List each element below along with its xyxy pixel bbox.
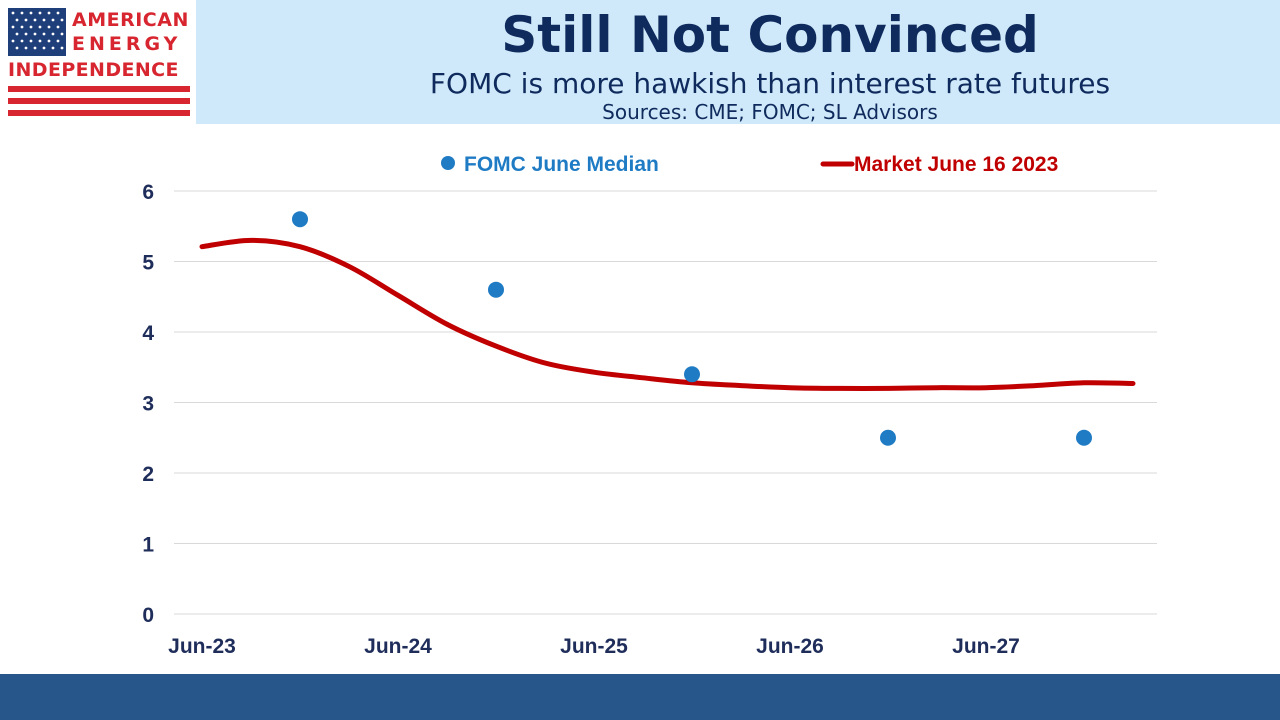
- gridlines: [174, 190, 1157, 615]
- y-tick-label: 2: [142, 463, 154, 486]
- y-axis-ticks: 0 1 2 3 4 5 6: [142, 181, 154, 627]
- footer-band: [0, 674, 1280, 720]
- page-title: Still Not Convinced: [501, 6, 1039, 64]
- logo-line-2: ENERGY: [72, 33, 182, 55]
- x-tick-label: Jun-26: [756, 635, 824, 658]
- legend-marker-fomc: [441, 156, 455, 170]
- y-tick-label: 1: [142, 534, 154, 557]
- logo-line-3: INDEPENDENCE: [8, 59, 179, 81]
- fomc-median-point: [292, 211, 308, 228]
- us-flag-icon: [8, 8, 66, 56]
- fomc-median-point: [488, 281, 504, 298]
- legend: FOMC June Median Market June 16 2023: [441, 153, 1058, 176]
- x-tick-label: Jun-23: [168, 635, 236, 658]
- y-tick-label: 0: [142, 604, 154, 627]
- page-subtitle: FOMC is more hawkish than interest rate …: [429, 67, 1111, 100]
- x-tick-label: Jun-27: [952, 635, 1020, 658]
- market-series-line: [199, 237, 1136, 391]
- fomc-median-point: [1076, 429, 1092, 446]
- x-tick-label: Jun-24: [364, 635, 432, 658]
- x-axis-ticks: Jun-23 Jun-24 Jun-25 Jun-26 Jun-27: [168, 635, 1020, 658]
- y-tick-label: 4: [142, 322, 154, 345]
- y-tick-label: 5: [142, 252, 154, 275]
- logo-line-1: AMERICAN: [72, 9, 189, 31]
- fomc-median-point: [684, 366, 700, 383]
- legend-label-fomc: FOMC June Median: [464, 153, 659, 176]
- rates-chart: 0 1 2 3 4 5 6 Jun-23 Jun-24 Jun-25 Jun-26 Jun-27 F…: [142, 153, 1157, 658]
- y-tick-label: 6: [142, 181, 154, 204]
- legend-label-market: Market June 16 2023: [854, 153, 1058, 176]
- header-band: [0, 0, 1280, 124]
- sources-note: Sources: CME; FOMC; SL Advisors: [602, 100, 938, 124]
- y-tick-label: 3: [142, 393, 154, 416]
- x-tick-label: Jun-25: [560, 635, 628, 658]
- fomc-median-point: [880, 429, 896, 446]
- logo-stripes: [8, 86, 190, 116]
- logo: AMERICAN ENERGY INDEPENDENCE: [0, 0, 196, 124]
- series-layer: [199, 211, 1136, 446]
